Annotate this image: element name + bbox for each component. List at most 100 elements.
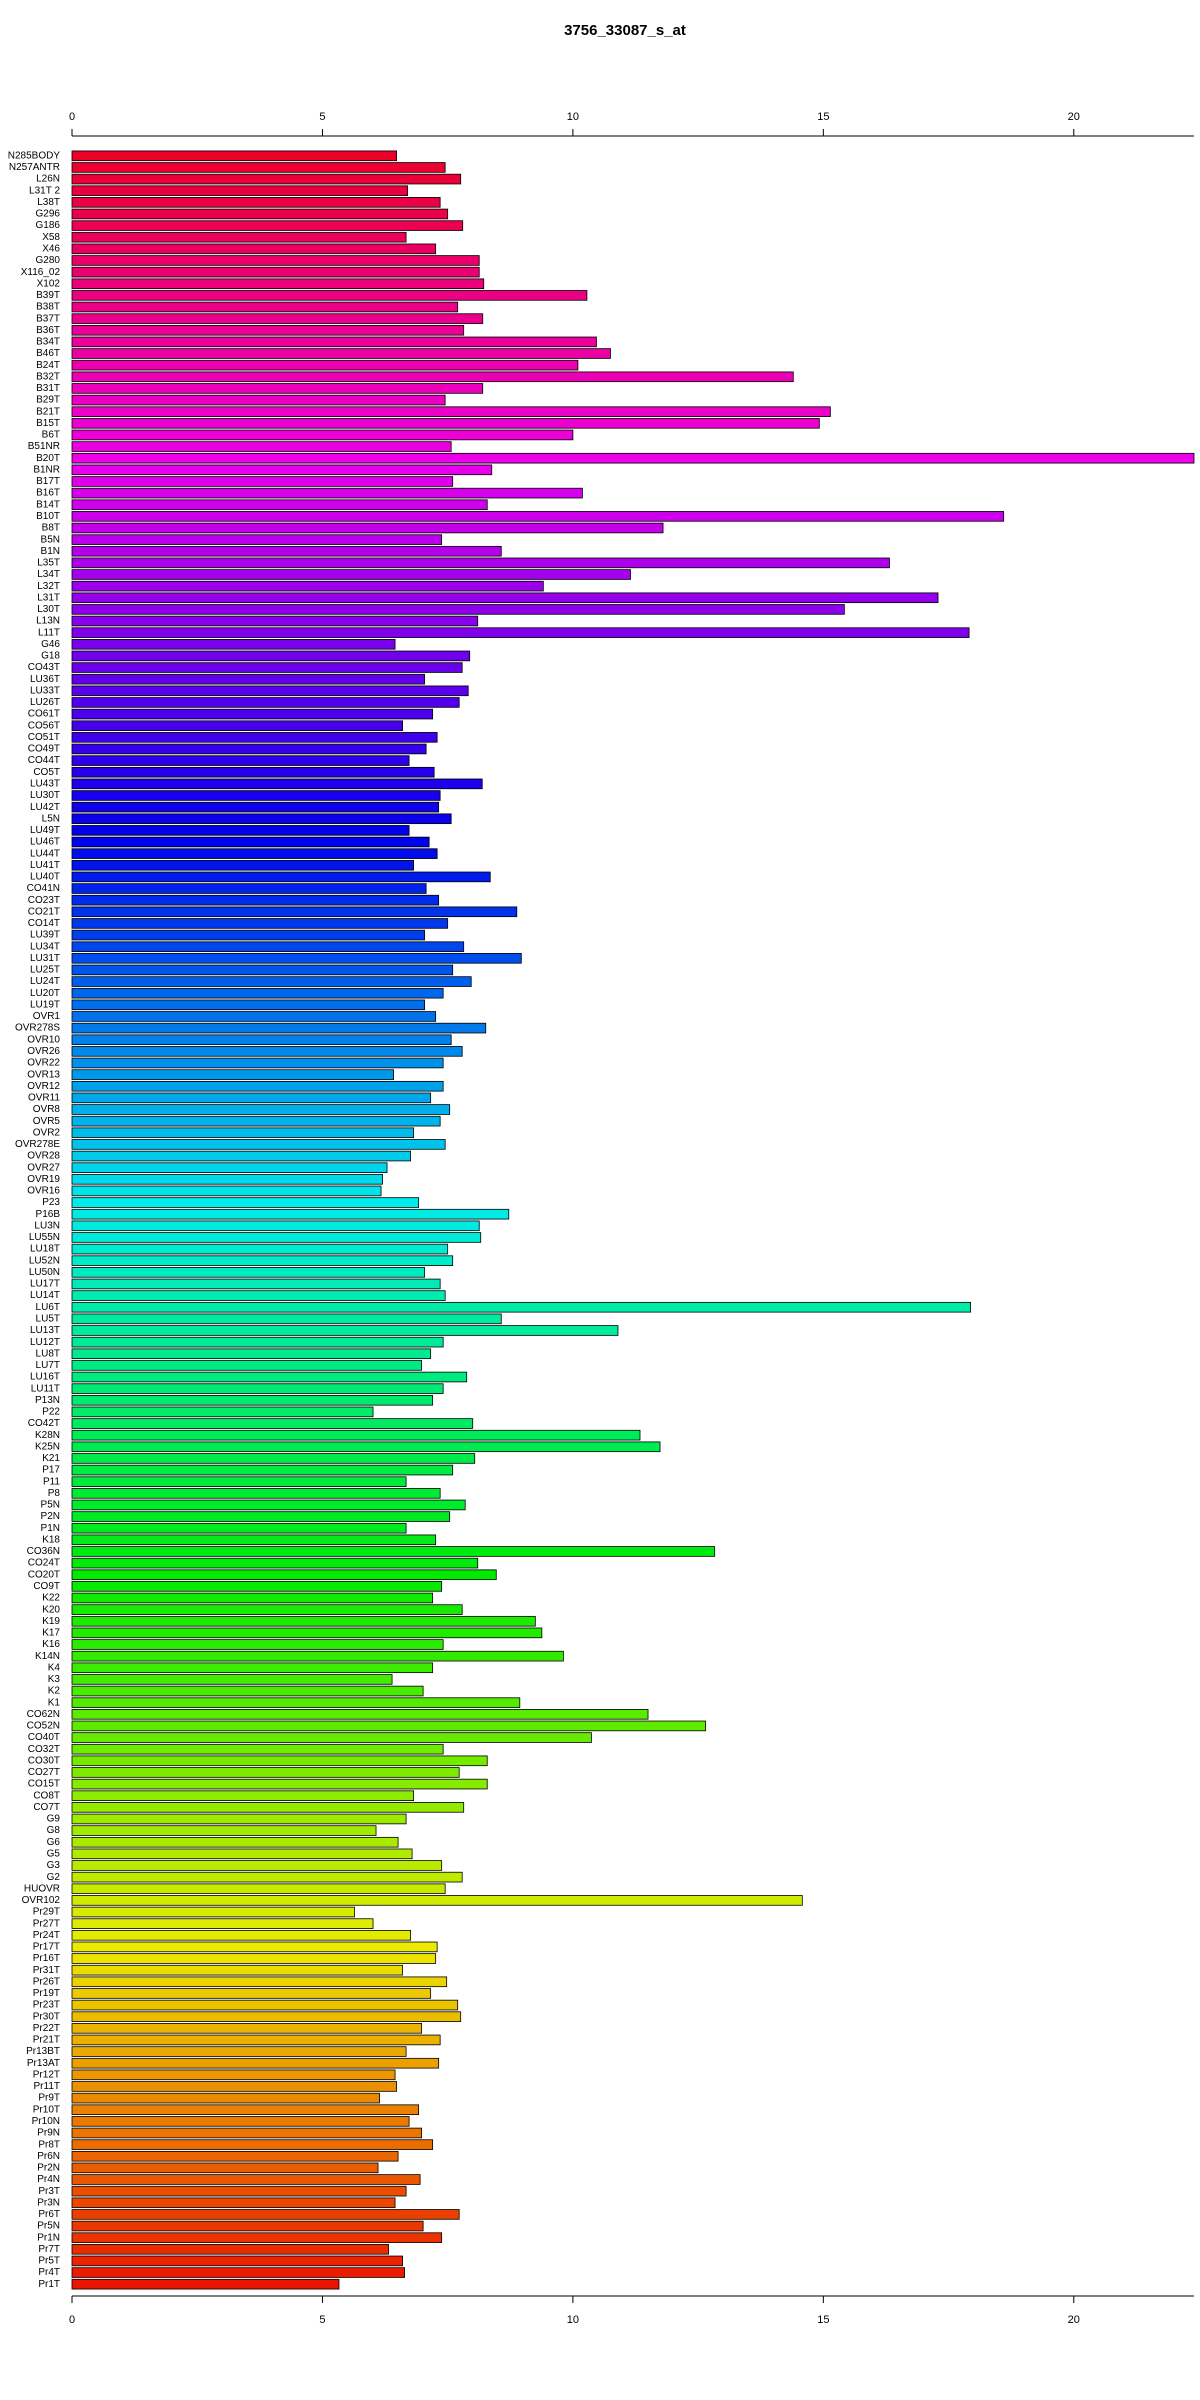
bar [71, 1185, 382, 1197]
category-label: L30T [37, 604, 60, 615]
category-label: B1N [41, 546, 60, 557]
bar [71, 1848, 413, 1860]
category-label: OVR278S [15, 1023, 60, 1034]
bar [71, 2255, 403, 2267]
bar [71, 580, 544, 592]
bar [71, 953, 522, 964]
category-label: L34T [37, 569, 60, 580]
x-tick-label: 10 [567, 111, 579, 123]
bar [71, 2104, 420, 2116]
bar [71, 906, 518, 918]
category-label: LU31T [30, 953, 60, 964]
bar [71, 336, 597, 348]
category-label: G6 [47, 1837, 61, 1848]
category-label: LU39T [30, 930, 60, 941]
bar [71, 1604, 463, 1615]
bar [71, 324, 465, 336]
bar [71, 255, 480, 266]
category-label: Pr19T [33, 1988, 60, 1999]
category-label: P1N [41, 1523, 60, 1534]
bar [71, 1104, 451, 1115]
bar [71, 1732, 592, 1743]
category-label: OVR8 [33, 1104, 61, 1115]
bar [71, 1639, 444, 1650]
bar [71, 1464, 454, 1476]
bar [71, 1778, 488, 1790]
bar [71, 2209, 460, 2220]
bar [71, 2116, 410, 2127]
bar [71, 592, 939, 604]
category-label: Pr2N [37, 2163, 60, 2174]
bar [71, 1976, 448, 1988]
bar [71, 2057, 440, 2069]
category-label: L32T [37, 581, 60, 592]
category-label: Pr11T [34, 2081, 61, 2092]
category-label: Pr5T [38, 2256, 60, 2267]
category-label: G2 [47, 1872, 61, 1883]
bar [71, 941, 465, 952]
category-label: LU11T [31, 1383, 60, 1394]
x-tick-label: 0 [69, 2314, 75, 2326]
category-label: G8 [47, 1825, 61, 1836]
bar [71, 1953, 437, 1964]
category-label: K18 [42, 1534, 60, 1545]
category-label: CO44T [28, 755, 60, 766]
bar [71, 859, 415, 871]
bar [71, 697, 460, 708]
bar [71, 522, 664, 534]
category-label: CO40T [28, 1732, 60, 1743]
bar [71, 1150, 412, 1162]
category-label: LU13T [30, 1325, 60, 1336]
bar [71, 732, 438, 743]
category-label: LU55N [29, 1232, 60, 1243]
bar [71, 801, 440, 813]
category-label: CO36N [27, 1546, 60, 1557]
bar [71, 2244, 389, 2255]
bar [71, 1964, 403, 1976]
bar [71, 755, 410, 766]
bar [71, 1290, 446, 1301]
category-label: LU3N [34, 1220, 60, 1231]
bar [71, 359, 579, 371]
bar [71, 278, 485, 290]
category-label: LU41T [30, 860, 60, 871]
bar [71, 1662, 434, 1674]
category-label: B6T [42, 430, 60, 441]
category-label: L26N [36, 174, 60, 185]
bar [71, 1988, 432, 1999]
bar [71, 1046, 463, 1057]
bar [71, 290, 588, 301]
category-label: L38T [37, 197, 60, 208]
bar [71, 406, 831, 417]
category-label: Pr30T [33, 2011, 60, 2022]
category-label: Pr22T [33, 2023, 60, 2034]
bar [71, 894, 440, 906]
category-label: Pr23T [33, 2000, 60, 2011]
category-label: OVR2 [33, 1127, 61, 1138]
bar [71, 394, 446, 406]
bar [71, 173, 462, 185]
category-label: K3 [48, 1674, 61, 1685]
bar [71, 639, 396, 650]
bar [71, 2069, 396, 2081]
category-label: OVR19 [27, 1174, 60, 1185]
bar [71, 2232, 443, 2243]
category-label: Pr29T [33, 1907, 60, 1918]
category-label: X58 [42, 232, 60, 243]
category-label: LU33T [30, 685, 60, 696]
bar [71, 150, 397, 162]
category-label: CO24T [28, 1558, 60, 1569]
category-label: Pr9T [38, 2093, 60, 2104]
bar [71, 1743, 444, 1755]
bar [71, 1569, 497, 1581]
category-label: LU42T [30, 802, 60, 813]
category-label: K17 [42, 1628, 60, 1639]
category-label: Pr13AT [27, 2058, 60, 2069]
category-label: OVR102 [22, 1895, 61, 1906]
bar [71, 1080, 444, 1092]
category-label: K22 [42, 1593, 60, 1604]
category-label: B24T [36, 360, 60, 371]
category-label: Pr8T [38, 2139, 60, 2150]
category-label: K20 [42, 1604, 60, 1615]
